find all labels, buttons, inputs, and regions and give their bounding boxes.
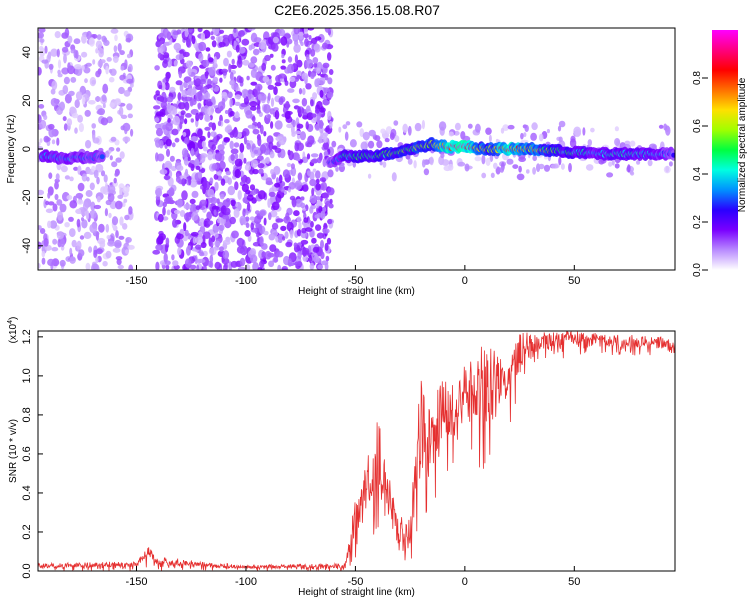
snr-ytick-label: 1.2 bbox=[21, 329, 33, 344]
snr-xtick-label: -150 bbox=[125, 576, 147, 588]
snr-plot-area bbox=[38, 331, 675, 571]
colorbar bbox=[712, 30, 738, 270]
snr-ytick-label: 0.0 bbox=[21, 563, 33, 578]
snr-ytick-label: 0.2 bbox=[21, 524, 33, 539]
snr-ytick-label: 0.4 bbox=[21, 485, 33, 500]
colorbar-tick-label: 0.4 bbox=[692, 167, 703, 181]
heatmap-ytick-label: 40 bbox=[21, 46, 33, 58]
snr-xtick-label: -100 bbox=[235, 576, 257, 588]
colorbar-label: Normalized spectral amplitude bbox=[737, 77, 748, 212]
snr-x-axis-label: Height of straight line (km) bbox=[298, 587, 415, 598]
heatmap-xtick-label: -50 bbox=[347, 275, 363, 287]
noise-region-0 bbox=[38, 28, 135, 270]
heatmap-xtick-label: -100 bbox=[235, 275, 257, 287]
heatmap-y-axis-label: Frequency (Hz) bbox=[6, 115, 17, 184]
snr-ytick-label: 0.8 bbox=[21, 407, 33, 422]
heatmap-ytick-label: -20 bbox=[21, 189, 33, 205]
colorbar-tick-label: 0.8 bbox=[692, 71, 703, 85]
snr-ytick-label: 0.6 bbox=[21, 446, 33, 461]
heatmap-plot-area bbox=[38, 28, 675, 270]
scale-close: ) bbox=[8, 317, 19, 320]
heatmap-x-axis-label: Height of straight line (km) bbox=[298, 286, 415, 297]
snr-xtick-label: 0 bbox=[462, 576, 468, 588]
noise-region-1 bbox=[152, 28, 335, 270]
snr-xtick-label: 50 bbox=[568, 576, 580, 588]
snr-frame bbox=[37, 330, 676, 572]
snr-xtick-label: -50 bbox=[347, 576, 363, 588]
heatmap-xtick-label: 50 bbox=[568, 275, 580, 287]
chart-title: C2E6.2025.356.15.08.R07 bbox=[274, 2, 440, 18]
snr-y-axis-label: SNR (10 * v/v) bbox=[8, 419, 19, 483]
heatmap-ytick-label: 0 bbox=[21, 146, 33, 152]
heatmap-ytick-label: 20 bbox=[21, 94, 33, 106]
scale-exponent: 4 bbox=[7, 320, 14, 324]
snr-ytick-label: 1.0 bbox=[21, 368, 33, 383]
heatmap-ytick-label: -40 bbox=[21, 238, 33, 254]
heatmap-xtick-label: -150 bbox=[125, 275, 147, 287]
scale-base: (x10 bbox=[8, 323, 19, 343]
signal-ridge bbox=[38, 137, 675, 169]
snr-scale-factor: (x104) bbox=[7, 317, 19, 344]
colorbar-tick-label: 0.0 bbox=[692, 263, 703, 277]
heatmap-xtick-label: 0 bbox=[462, 275, 468, 287]
snr-series-line bbox=[38, 331, 675, 571]
colorbar-tick-label: 0.2 bbox=[692, 215, 703, 229]
colorbar-tick-label: 0.6 bbox=[692, 119, 703, 133]
